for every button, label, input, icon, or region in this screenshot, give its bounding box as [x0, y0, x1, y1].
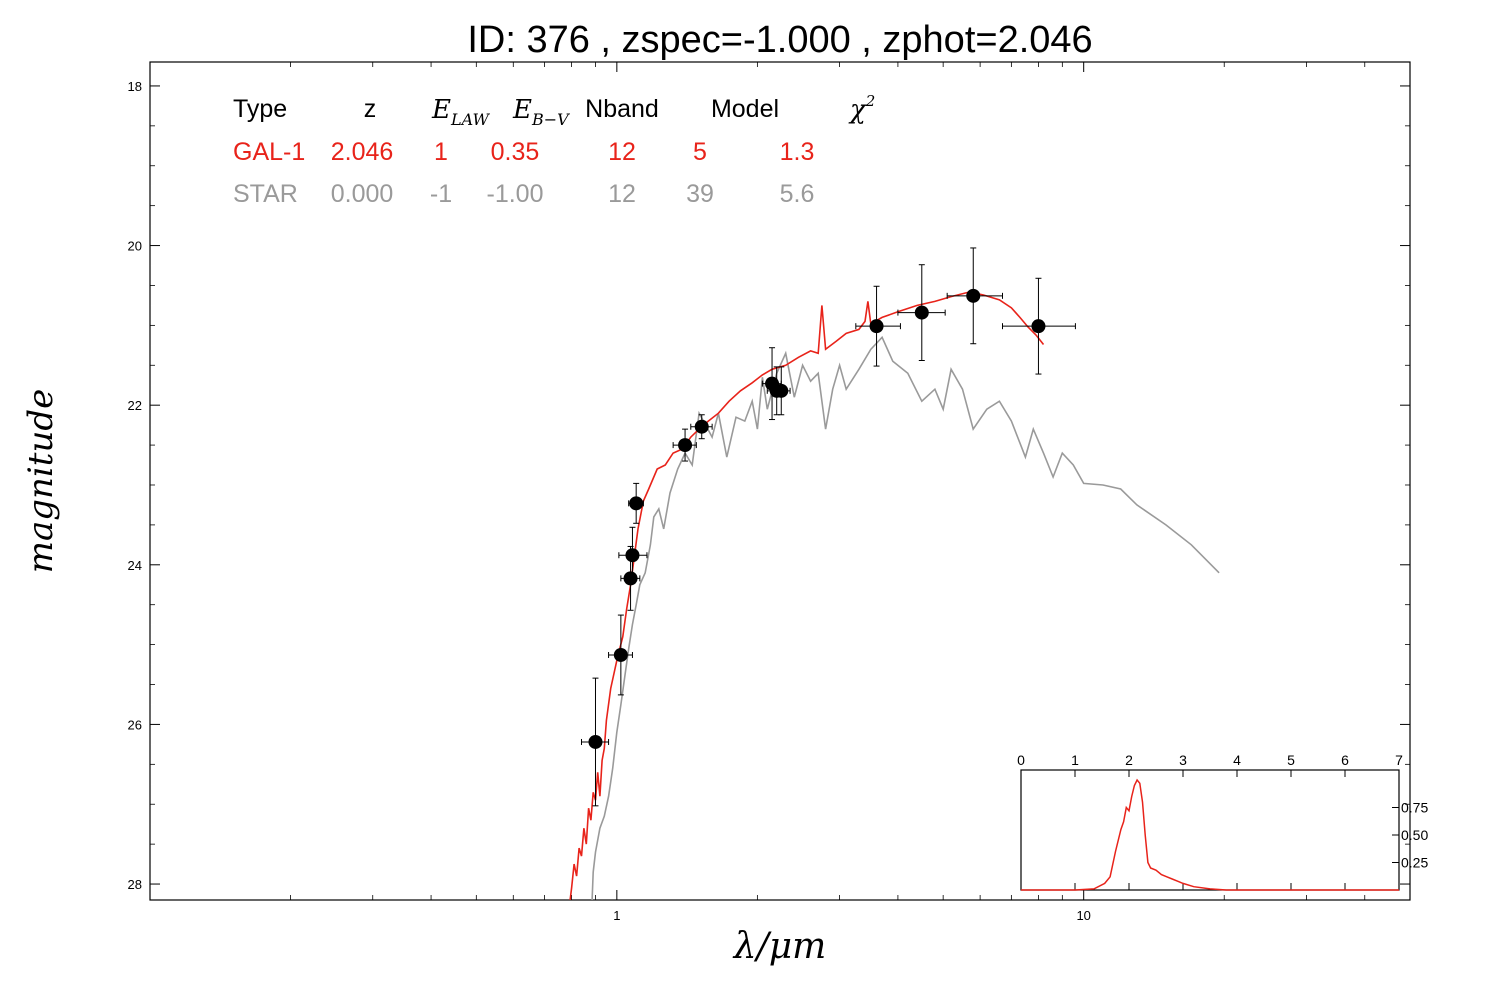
legend-cell: -1 [430, 180, 452, 208]
legend-cell: 12 [608, 138, 636, 166]
legend-header-2: ELAW [431, 95, 491, 129]
inset-x-tick-label: 3 [1179, 752, 1187, 768]
inset-y-tick-label: 0.50 [1401, 827, 1428, 843]
photometry-marker [613, 647, 628, 662]
legend-header-1: z [364, 95, 377, 123]
legend-cell: STAR [233, 180, 298, 208]
inset-x-tick-label: 6 [1341, 752, 1349, 768]
legend-cell: -1.00 [487, 180, 544, 208]
photometry-marker [623, 571, 638, 586]
legend-header-0: Type [233, 95, 287, 123]
pdz-inset-frame [1020, 769, 1400, 891]
photometry-point [946, 247, 1003, 345]
inset-y-tick-label: 0.75 [1401, 800, 1428, 816]
y-axis-label: magnitude [21, 389, 61, 574]
photometry-point [761, 347, 782, 421]
photometry-point [690, 414, 713, 440]
photometry-marker [966, 288, 981, 303]
legend-cell: 39 [686, 180, 714, 208]
legend-cell: 1.3 [780, 138, 815, 166]
photometry-point [897, 264, 946, 361]
legend-header-4: Nband [585, 95, 659, 123]
inset-x-tick-label: 1 [1071, 752, 1079, 768]
photometry-point [672, 428, 697, 462]
photometry-marker [1031, 319, 1046, 334]
inset-x-tick-label: 4 [1233, 752, 1241, 768]
y-tick-label: 28 [128, 877, 142, 892]
photometry-marker [625, 548, 640, 563]
legend-cell: GAL-1 [233, 138, 305, 166]
sed-line-star [591, 335, 1220, 900]
legend-cell: 5.6 [780, 180, 815, 208]
legend-header-5: Model [711, 95, 779, 123]
y-tick-label: 24 [128, 558, 142, 573]
legend-table: Type z ELAW EB−V Nband Model χ2 GAL-1 2.046 1 0.35… [233, 92, 875, 208]
legend-cell: 2.046 [331, 138, 394, 166]
legend-cell: 12 [608, 180, 636, 208]
y-tick-label: 22 [128, 398, 142, 413]
photometry-marker [629, 496, 644, 511]
photometry-point [1001, 277, 1076, 375]
photometry-marker [588, 734, 603, 749]
legend-header-6: χ2 [848, 92, 875, 125]
photometry-point [580, 677, 610, 807]
legend-cell: 1 [434, 138, 448, 166]
photometry-point [628, 482, 644, 524]
photometry-layer [580, 247, 1076, 807]
photometry-point [855, 285, 901, 367]
photometry-marker [869, 319, 884, 334]
chart-title: ID: 376 , zspec=-1.000 , zphot=2.046 [467, 19, 1092, 61]
photometry-marker [914, 305, 929, 320]
legend-cell: 5 [693, 138, 707, 166]
sed-line-gal-1 [569, 291, 1045, 900]
x-axis-label: λ/μm [732, 926, 826, 967]
x-tick-label: 1 [613, 908, 620, 923]
legend-header-3: EB−V [512, 95, 570, 129]
inset-x-tick-label: 5 [1287, 752, 1295, 768]
x-tick-label: 10 [1076, 908, 1090, 923]
y-tick-label: 26 [128, 717, 142, 732]
pdz-inset-series [1021, 778, 1399, 891]
photometry-point [771, 366, 791, 416]
main-plot-frame [149, 61, 1411, 901]
photometry-marker [694, 419, 709, 434]
photometry-point [608, 614, 633, 696]
y-tick-label: 20 [128, 239, 142, 254]
pdz-line [1021, 778, 1399, 891]
inset-x-tick-label: 2 [1125, 752, 1133, 768]
y-tick-label: 18 [128, 79, 142, 94]
photometry-marker [774, 383, 789, 398]
inset-x-tick-label: 7 [1395, 752, 1403, 768]
pdz-inset-ticks: 0 1 2 3 4 5 6 7 0.25 0.50 0.75 [1017, 752, 1428, 890]
legend-cell: 0.35 [491, 138, 540, 166]
photometry-point [618, 526, 648, 584]
inset-y-tick-label: 0.25 [1401, 855, 1428, 871]
inset-x-tick-label: 0 [1017, 752, 1025, 768]
legend-cell: 0.000 [331, 180, 394, 208]
photometry-marker [678, 438, 693, 453]
